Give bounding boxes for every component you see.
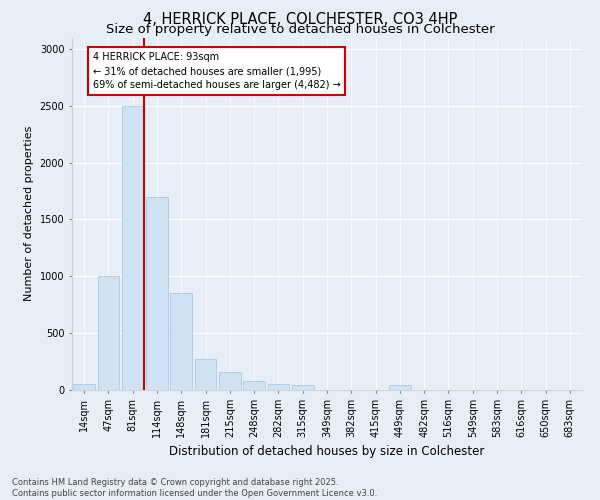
Text: Contains HM Land Registry data © Crown copyright and database right 2025.
Contai: Contains HM Land Registry data © Crown c…: [12, 478, 377, 498]
Bar: [219, 372, 241, 390]
Y-axis label: Number of detached properties: Number of detached properties: [24, 126, 34, 302]
Bar: [170, 294, 192, 390]
Bar: [122, 106, 143, 390]
X-axis label: Distribution of detached houses by size in Colchester: Distribution of detached houses by size …: [169, 446, 485, 458]
Text: Size of property relative to detached houses in Colchester: Size of property relative to detached ho…: [106, 24, 494, 36]
Bar: [243, 382, 265, 390]
Bar: [146, 196, 168, 390]
Text: 4, HERRICK PLACE, COLCHESTER, CO3 4HP: 4, HERRICK PLACE, COLCHESTER, CO3 4HP: [143, 12, 457, 28]
Bar: [389, 386, 411, 390]
Bar: [194, 360, 217, 390]
Bar: [73, 384, 95, 390]
Bar: [268, 384, 289, 390]
Bar: [97, 276, 119, 390]
Bar: [292, 386, 314, 390]
Text: 4 HERRICK PLACE: 93sqm
← 31% of detached houses are smaller (1,995)
69% of semi-: 4 HERRICK PLACE: 93sqm ← 31% of detached…: [92, 52, 340, 90]
